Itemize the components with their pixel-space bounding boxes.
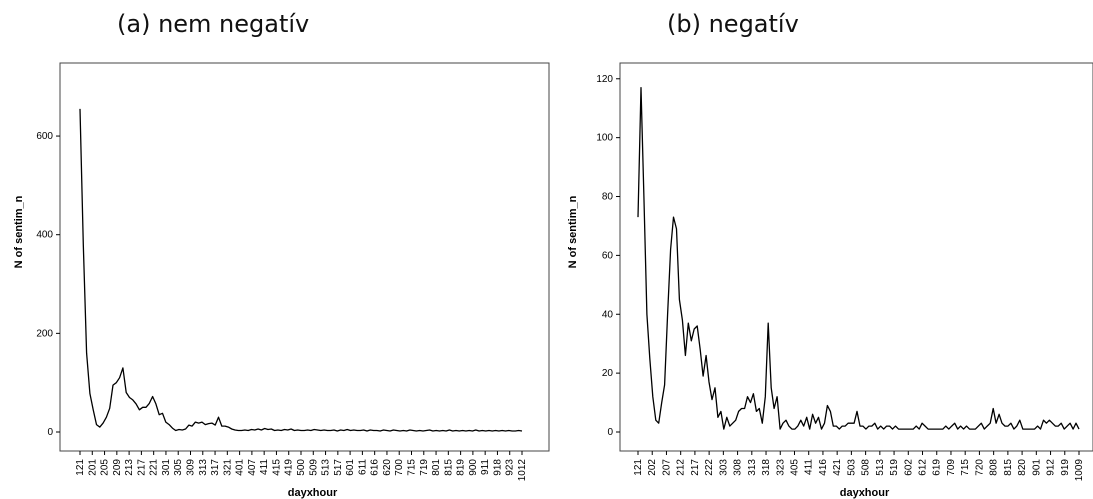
x-tick-label: 700	[394, 459, 405, 476]
x-tick-label: 318	[761, 459, 772, 476]
x-tick-label: 209	[112, 459, 123, 476]
y-tick-label: 120	[596, 74, 613, 85]
x-tick-label: 720	[974, 459, 985, 476]
x-tick-label: 918	[492, 459, 503, 476]
x-tick-label: 421	[832, 459, 843, 476]
x-tick-label: 919	[1060, 459, 1071, 476]
x-tick-label: 616	[370, 459, 381, 476]
x-tick-label: 1009	[1074, 459, 1085, 482]
plot-frame	[59, 62, 550, 452]
y-tick-label: 400	[36, 230, 53, 241]
x-tick-label: 500	[296, 459, 307, 476]
x-axis-title: dayxhour	[288, 487, 338, 499]
x-tick-label: 513	[875, 459, 886, 476]
x-tick-label: 201	[87, 459, 98, 476]
x-tick-label: 321	[222, 459, 233, 476]
x-tick-label: 912	[1046, 459, 1057, 476]
x-tick-label: 121	[75, 459, 86, 476]
x-tick-label: 213	[124, 459, 135, 476]
x-tick-label: 715	[960, 459, 971, 476]
y-tick-label: 0	[47, 427, 53, 438]
x-tick-label: 217	[136, 459, 147, 476]
x-tick-label: 601	[345, 459, 356, 476]
x-tick-label: 715	[407, 459, 418, 476]
y-tick-label: 20	[602, 368, 614, 379]
x-tick-label: 900	[468, 459, 479, 476]
x-tick-label: 222	[704, 459, 715, 476]
x-tick-label: 205	[100, 459, 111, 476]
x-tick-label: 309	[186, 459, 197, 476]
x-tick-label: 508	[861, 459, 872, 476]
x-tick-label: 121	[633, 459, 644, 476]
x-tick-label: 602	[903, 459, 914, 476]
x-tick-label: 611	[357, 459, 368, 475]
y-tick-label: 60	[602, 250, 614, 261]
x-tick-label: 815	[1003, 459, 1014, 476]
x-tick-label: 416	[818, 459, 829, 476]
x-tick-label: 202	[647, 459, 658, 476]
x-tick-label: 411	[259, 459, 270, 475]
x-tick-label: 415	[271, 459, 282, 476]
series-line	[79, 108, 523, 432]
x-axis-title: dayxhour	[840, 487, 890, 499]
x-tick-label: 301	[161, 459, 172, 476]
x-tick-label: 221	[149, 459, 160, 476]
x-tick-label: 308	[733, 459, 744, 476]
x-tick-label: 503	[846, 459, 857, 476]
x-tick-label: 820	[1017, 459, 1028, 476]
x-tick-label: 801	[431, 459, 442, 476]
y-tick-label: 200	[36, 328, 53, 339]
series-line	[637, 86, 1080, 430]
x-tick-label: 405	[789, 459, 800, 476]
x-tick-label: 1012	[517, 459, 528, 482]
x-tick-label: 819	[456, 459, 467, 476]
x-tick-label: 401	[235, 459, 246, 476]
x-tick-label: 303	[718, 459, 729, 476]
y-axis-title: N of sentim_n	[13, 195, 25, 268]
x-tick-label: 709	[946, 459, 957, 476]
x-tick-label: 212	[676, 459, 687, 476]
x-tick-label: 207	[661, 459, 672, 476]
plot-frame	[619, 62, 1093, 452]
x-tick-label: 911	[480, 459, 491, 475]
x-tick-label: 305	[173, 459, 184, 476]
x-tick-label: 612	[918, 459, 929, 476]
y-tick-label: 100	[596, 133, 613, 144]
chart-b: 0 20 40 60 80 100 120 N of sentim_n 121 202 207 212…	[567, 62, 1093, 499]
y-tick-label: 600	[36, 131, 53, 142]
chart-a: 0 200 400 600 N of sentim_n 121 201 205 209 213 21…	[13, 62, 550, 499]
x-tick-label: 323	[775, 459, 786, 476]
y-axis-title: N of sentim_n	[567, 195, 579, 268]
x-tick-label: 719	[419, 459, 430, 476]
x-tick-label: 808	[989, 459, 1000, 476]
x-tick-label: 407	[247, 459, 258, 476]
x-tick-label: 517	[333, 459, 344, 476]
x-tick-label: 901	[1031, 459, 1042, 476]
x-tick-label: 620	[382, 459, 393, 476]
x-tick-label: 217	[690, 459, 701, 476]
x-tick-label: 317	[210, 459, 221, 476]
x-tick-label: 313	[198, 459, 209, 476]
panel-b-title: (b) negatív	[667, 10, 799, 38]
x-tick-label: 509	[308, 459, 319, 476]
y-tick-label: 80	[602, 192, 614, 203]
x-tick-label: 815	[443, 459, 454, 476]
x-tick-label: 923	[505, 459, 516, 476]
x-tick-label: 619	[932, 459, 943, 476]
x-tick-label: 519	[889, 459, 900, 476]
x-tick-label: 419	[284, 459, 295, 476]
y-tick-label: 40	[602, 309, 614, 320]
x-tick-label: 313	[747, 459, 758, 476]
panel-a-title: (a) nem negatív	[117, 10, 310, 38]
x-tick-label: 411	[804, 459, 815, 475]
x-tick-label: 513	[321, 459, 332, 476]
y-tick-label: 0	[607, 427, 613, 438]
